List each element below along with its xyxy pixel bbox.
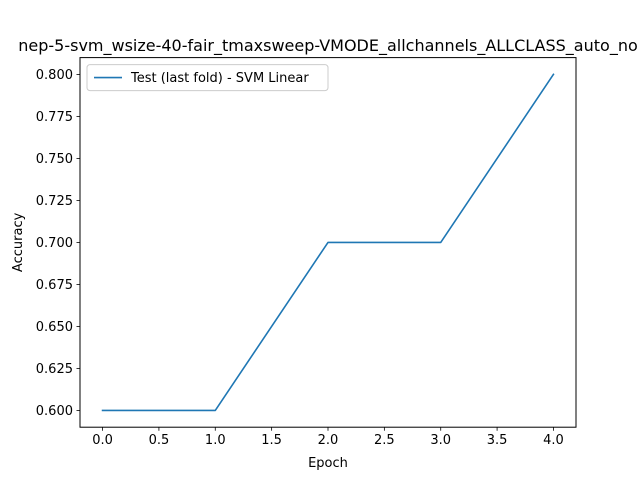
y-tick-label: 0.625 bbox=[36, 362, 73, 377]
x-tick-label: 3.0 bbox=[430, 433, 451, 448]
plot-area bbox=[101, 73, 555, 412]
y-tick-label: 0.650 bbox=[36, 320, 73, 335]
y-tick-label: 0.725 bbox=[36, 194, 73, 209]
chart-title: nep-5-svm_wsize-40-fair_tmaxsweep-VMODE_… bbox=[18, 36, 638, 56]
x-tick-label: 0.5 bbox=[149, 433, 170, 448]
y-tick-label: 0.800 bbox=[36, 68, 73, 83]
series-line-0 bbox=[101, 73, 555, 412]
x-axis: 0.0 0.5 1.0 1.5 2.0 2.5 3.0 3.5 4.0 bbox=[92, 427, 564, 448]
x-tick-label: 0.0 bbox=[92, 433, 113, 448]
legend: Test (last fold) - SVM Linear bbox=[86, 64, 329, 92]
y-tick-label: 0.700 bbox=[36, 236, 73, 251]
y-axis: 0.600 0.625 0.650 0.675 0.700 0.725 0.750 0.775… bbox=[36, 68, 80, 419]
y-axis-label: Accuracy bbox=[11, 212, 26, 272]
x-tick-label: 2.0 bbox=[318, 433, 339, 448]
x-tick-label: 3.5 bbox=[487, 433, 508, 448]
y-tick-label: 0.775 bbox=[36, 110, 73, 125]
legend-entry-label: Test (last fold) - SVM Linear bbox=[130, 71, 309, 86]
x-tick-label: 1.0 bbox=[205, 433, 226, 448]
legend-box bbox=[86, 64, 329, 92]
y-tick-label: 0.675 bbox=[36, 278, 73, 293]
y-tick-label: 0.750 bbox=[36, 152, 73, 167]
x-tick-label: 1.5 bbox=[261, 433, 282, 448]
y-tick-label: 0.600 bbox=[36, 404, 73, 419]
x-tick-label: 4.0 bbox=[543, 433, 564, 448]
x-tick-label: 2.5 bbox=[374, 433, 395, 448]
x-axis-label: Epoch bbox=[308, 456, 348, 471]
